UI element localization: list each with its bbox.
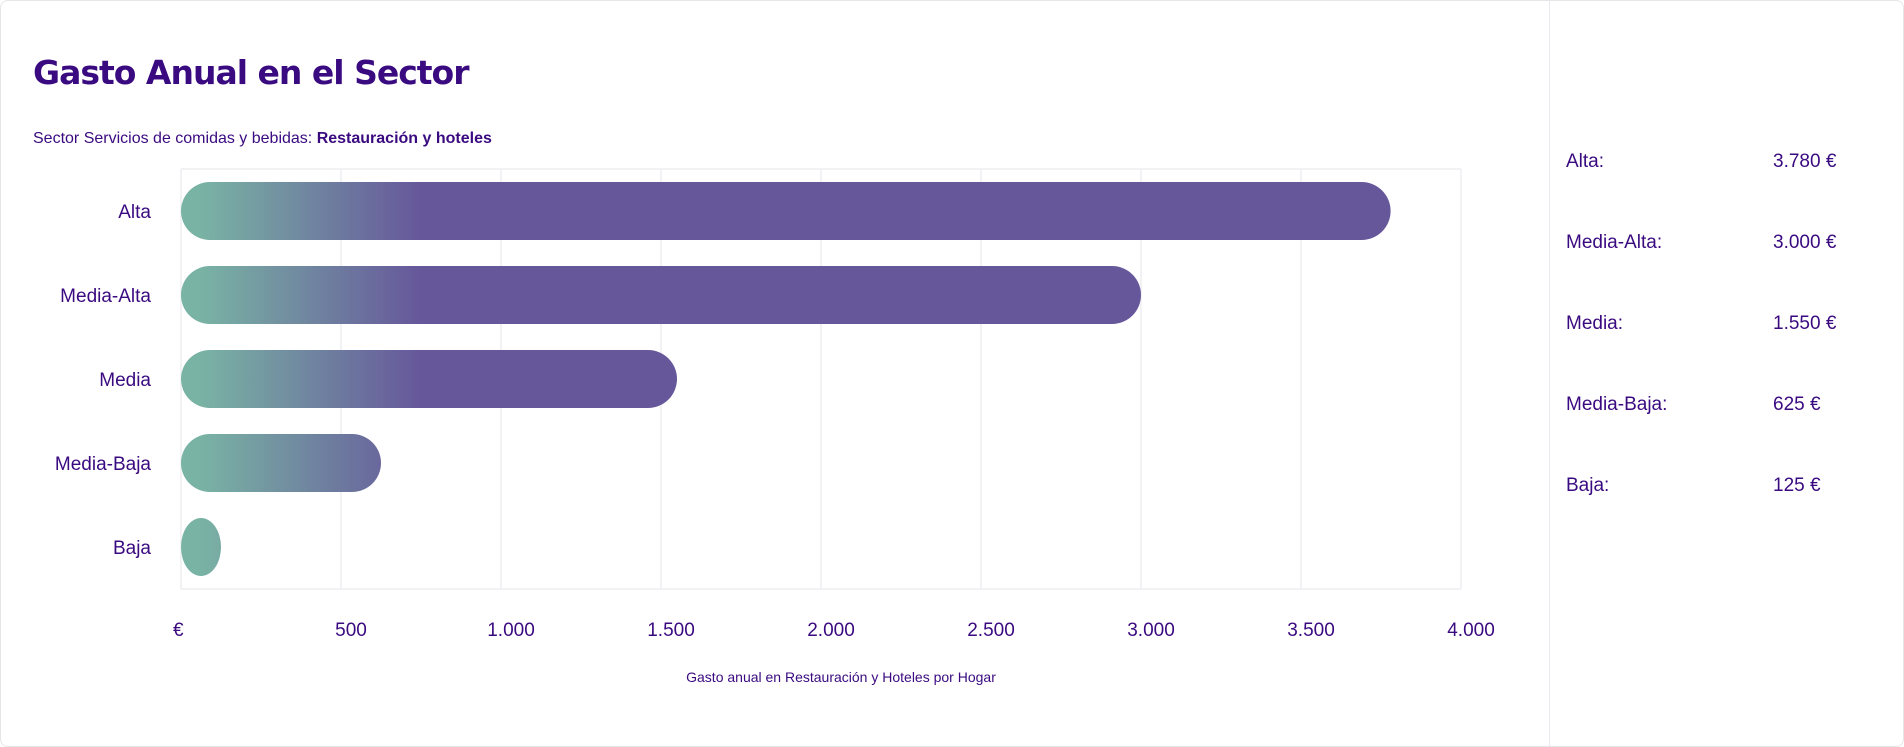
bar-baja xyxy=(181,518,221,576)
x-tick-label: 3.500 xyxy=(1287,620,1335,641)
legend-value: 3.000 € xyxy=(1773,232,1837,253)
y-tick-label: Baja xyxy=(113,538,151,559)
x-tick-label: 4.000 xyxy=(1447,620,1495,641)
x-tick-label: 500 xyxy=(335,620,367,641)
y-tick-label: Media-Baja xyxy=(55,454,152,475)
subtitle-prefix: Sector Servicios de comidas y bebidas: xyxy=(33,130,317,147)
y-axis-labels: Alta Media-Alta Media Media-Baja Baja xyxy=(55,202,152,559)
bar-alta xyxy=(181,182,1391,240)
bar-media-baja xyxy=(181,434,381,492)
legend-row: Alta: 3.780 € xyxy=(1566,151,1876,181)
panel-divider xyxy=(1549,1,1550,746)
x-axis-title: Gasto anual en Restauración y Hoteles po… xyxy=(686,669,996,685)
y-tick-label: Media xyxy=(99,370,151,391)
x-tick-label: € xyxy=(173,620,184,641)
bar-chart: Alta Media-Alta Media Media-Baja Baja €500 1.… xyxy=(55,168,1495,641)
legend-label: Alta: xyxy=(1566,151,1605,172)
legend-value: 625 € xyxy=(1773,394,1821,415)
legend-row: Media-Alta: 3.000 € xyxy=(1566,232,1876,262)
legend-label: Baja: xyxy=(1566,475,1610,496)
legend-row: Media-Baja: 625 € xyxy=(1566,394,1876,424)
legend-label: Media-Alta: xyxy=(1566,232,1663,253)
legend-value: 125 € xyxy=(1773,475,1821,496)
legend-value: 1.550 € xyxy=(1773,313,1837,334)
legend-row: Baja: 125 € xyxy=(1566,475,1876,505)
page-title: Gasto Anual en el Sector xyxy=(33,53,470,92)
x-tick-label: 2.500 xyxy=(967,620,1015,641)
y-tick-label: Alta xyxy=(118,202,151,223)
legend-row: Media: 1.550 € xyxy=(1566,313,1876,343)
chart-bars xyxy=(181,182,1391,576)
legend-value: 3.780 € xyxy=(1773,151,1837,172)
x-tick-label: 3.000 xyxy=(1127,620,1175,641)
x-tick-label: 2.000 xyxy=(807,620,855,641)
legend-label: Media-Baja: xyxy=(1566,394,1668,415)
bar-media xyxy=(181,350,677,408)
x-axis-ticks: €500 1.000 1.500 2.000 2.500 3.000 3.500 4.000 xyxy=(173,620,1495,641)
subtitle-highlight: Restauración y hoteles xyxy=(316,130,492,147)
x-tick-label: 1.500 xyxy=(647,620,695,641)
y-tick-label: Media-Alta xyxy=(60,286,151,307)
bar-media-alta xyxy=(181,266,1141,324)
x-tick-label: 1.000 xyxy=(487,620,535,641)
legend-label: Media: xyxy=(1566,313,1624,334)
chart-subtitle: Sector Servicios de comidas y bebidas: R… xyxy=(33,130,492,148)
